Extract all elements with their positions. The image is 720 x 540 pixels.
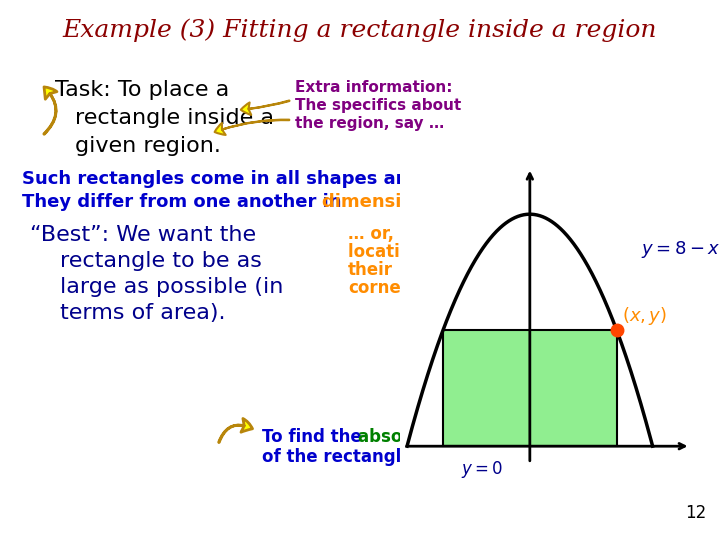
Text: absolute maximum: absolute maximum: [358, 428, 536, 446]
Text: $(x, y)$: $(x, y)$: [622, 305, 667, 327]
FancyArrowPatch shape: [219, 418, 253, 442]
Text: the region, say …: the region, say …: [295, 116, 444, 131]
Text: rectangle inside a: rectangle inside a: [75, 108, 274, 128]
Text: dimensions …: dimensions …: [322, 193, 461, 211]
Text: terms of area).: terms of area).: [60, 303, 225, 323]
Text: corners.: corners.: [348, 279, 426, 297]
FancyArrowPatch shape: [44, 87, 57, 134]
Text: Task: To place a: Task: To place a: [55, 80, 229, 100]
Text: They differ from one another in: They differ from one another in: [22, 193, 348, 211]
Text: … or, the: … or, the: [348, 225, 431, 243]
Text: Example (3) Fitting a rectangle inside a region: Example (3) Fitting a rectangle inside a…: [63, 18, 657, 42]
Text: To find the: To find the: [262, 428, 367, 446]
Text: large as possible (in: large as possible (in: [60, 277, 284, 297]
Text: their: their: [348, 261, 393, 279]
Text: Area: Area: [548, 428, 592, 446]
Text: $y = 8 - x^2$: $y = 8 - x^2$: [641, 237, 720, 261]
Text: Extra information:: Extra information:: [295, 80, 452, 95]
Text: $y = 0$: $y = 0$: [461, 460, 503, 481]
Text: given region.: given region.: [75, 136, 221, 156]
Bar: [443, 330, 616, 446]
Text: A.: A.: [440, 448, 459, 466]
Text: The specifics about: The specifics about: [295, 98, 462, 113]
Text: of the rectangle,: of the rectangle,: [262, 448, 431, 466]
Text: rectangle to be as: rectangle to be as: [60, 251, 262, 271]
Text: Such rectangles come in all shapes and sizes.: Such rectangles come in all shapes and s…: [22, 170, 485, 188]
Text: location of: location of: [348, 243, 448, 261]
FancyArrowPatch shape: [240, 100, 289, 115]
Text: “Best”: We want the: “Best”: We want the: [30, 225, 256, 245]
Text: 12: 12: [685, 504, 706, 522]
Text: of: of: [520, 428, 550, 446]
FancyArrowPatch shape: [215, 119, 289, 135]
